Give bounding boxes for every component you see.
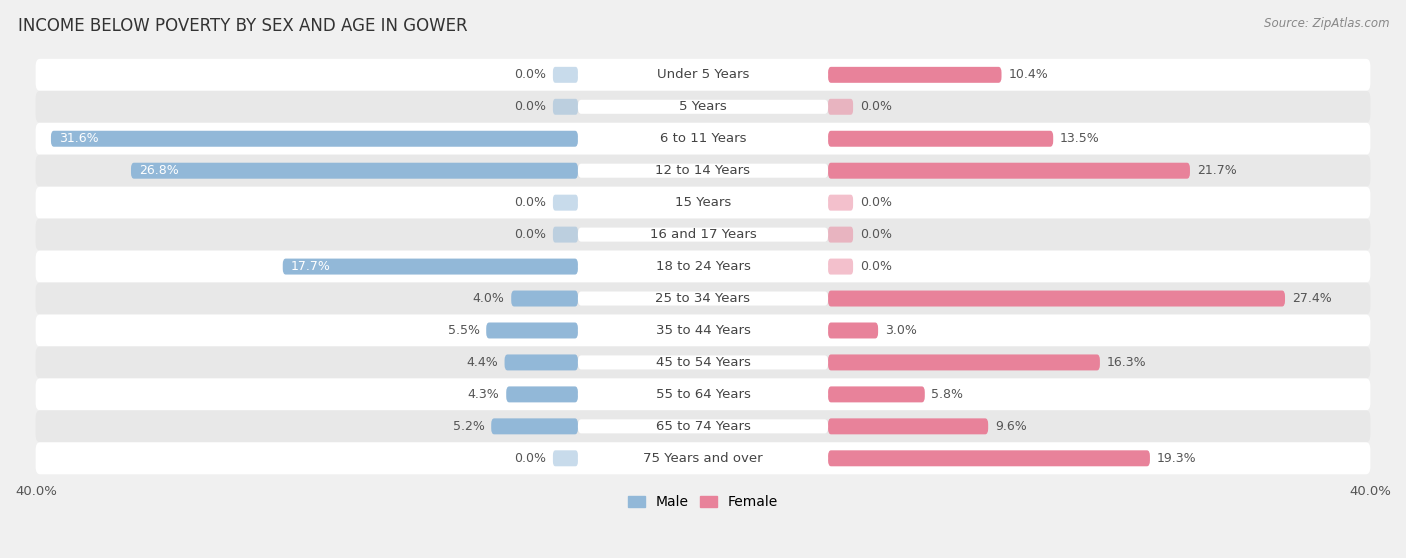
Text: 35 to 44 Years: 35 to 44 Years — [655, 324, 751, 337]
FancyBboxPatch shape — [505, 354, 578, 371]
FancyBboxPatch shape — [553, 450, 578, 466]
Text: 4.0%: 4.0% — [472, 292, 505, 305]
FancyBboxPatch shape — [828, 163, 1189, 179]
FancyBboxPatch shape — [35, 123, 1371, 155]
Text: 5.2%: 5.2% — [453, 420, 485, 433]
FancyBboxPatch shape — [828, 67, 1001, 83]
FancyBboxPatch shape — [828, 99, 853, 115]
Text: 4.3%: 4.3% — [468, 388, 499, 401]
FancyBboxPatch shape — [35, 219, 1371, 251]
FancyBboxPatch shape — [512, 291, 578, 306]
FancyBboxPatch shape — [578, 355, 828, 369]
Legend: Male, Female: Male, Female — [623, 489, 783, 514]
Text: 0.0%: 0.0% — [859, 100, 891, 113]
Text: 5.5%: 5.5% — [447, 324, 479, 337]
FancyBboxPatch shape — [131, 163, 578, 179]
Text: 5.8%: 5.8% — [931, 388, 963, 401]
FancyBboxPatch shape — [578, 163, 828, 178]
FancyBboxPatch shape — [828, 291, 1285, 306]
Text: 16.3%: 16.3% — [1107, 356, 1146, 369]
Text: 65 to 74 Years: 65 to 74 Years — [655, 420, 751, 433]
FancyBboxPatch shape — [578, 291, 828, 306]
Text: 0.0%: 0.0% — [515, 68, 547, 81]
FancyBboxPatch shape — [578, 132, 828, 146]
Text: 75 Years and over: 75 Years and over — [643, 452, 763, 465]
Text: 25 to 34 Years: 25 to 34 Years — [655, 292, 751, 305]
Text: 55 to 64 Years: 55 to 64 Years — [655, 388, 751, 401]
Text: 12 to 14 Years: 12 to 14 Years — [655, 164, 751, 177]
FancyBboxPatch shape — [578, 324, 828, 338]
FancyBboxPatch shape — [553, 227, 578, 243]
Text: 19.3%: 19.3% — [1157, 452, 1197, 465]
Text: 18 to 24 Years: 18 to 24 Years — [655, 260, 751, 273]
Text: 0.0%: 0.0% — [859, 196, 891, 209]
Text: 0.0%: 0.0% — [515, 228, 547, 241]
FancyBboxPatch shape — [283, 258, 578, 275]
FancyBboxPatch shape — [35, 347, 1371, 378]
FancyBboxPatch shape — [578, 387, 828, 401]
Text: 0.0%: 0.0% — [859, 228, 891, 241]
FancyBboxPatch shape — [491, 418, 578, 434]
FancyBboxPatch shape — [828, 386, 925, 402]
FancyBboxPatch shape — [506, 386, 578, 402]
Text: 10.4%: 10.4% — [1008, 68, 1047, 81]
FancyBboxPatch shape — [35, 315, 1371, 347]
Text: INCOME BELOW POVERTY BY SEX AND AGE IN GOWER: INCOME BELOW POVERTY BY SEX AND AGE IN G… — [18, 17, 468, 35]
FancyBboxPatch shape — [828, 354, 1099, 371]
Text: 21.7%: 21.7% — [1197, 164, 1236, 177]
Text: 0.0%: 0.0% — [515, 196, 547, 209]
Text: 9.6%: 9.6% — [995, 420, 1026, 433]
FancyBboxPatch shape — [828, 450, 1150, 466]
FancyBboxPatch shape — [578, 451, 828, 465]
FancyBboxPatch shape — [828, 195, 853, 211]
FancyBboxPatch shape — [35, 91, 1371, 123]
Text: 0.0%: 0.0% — [515, 100, 547, 113]
FancyBboxPatch shape — [828, 227, 853, 243]
Text: 31.6%: 31.6% — [59, 132, 98, 145]
Text: 45 to 54 Years: 45 to 54 Years — [655, 356, 751, 369]
FancyBboxPatch shape — [828, 418, 988, 434]
FancyBboxPatch shape — [578, 100, 828, 114]
Text: 0.0%: 0.0% — [515, 452, 547, 465]
FancyBboxPatch shape — [35, 378, 1371, 410]
FancyBboxPatch shape — [51, 131, 578, 147]
Text: 16 and 17 Years: 16 and 17 Years — [650, 228, 756, 241]
FancyBboxPatch shape — [553, 67, 578, 83]
Text: Under 5 Years: Under 5 Years — [657, 68, 749, 81]
FancyBboxPatch shape — [35, 155, 1371, 187]
FancyBboxPatch shape — [553, 99, 578, 115]
Text: 15 Years: 15 Years — [675, 196, 731, 209]
Text: 6 to 11 Years: 6 to 11 Years — [659, 132, 747, 145]
Text: 13.5%: 13.5% — [1060, 132, 1099, 145]
FancyBboxPatch shape — [553, 195, 578, 211]
Text: 0.0%: 0.0% — [859, 260, 891, 273]
FancyBboxPatch shape — [828, 131, 1053, 147]
FancyBboxPatch shape — [35, 282, 1371, 315]
Text: 5 Years: 5 Years — [679, 100, 727, 113]
FancyBboxPatch shape — [578, 68, 828, 82]
FancyBboxPatch shape — [578, 228, 828, 242]
Text: Source: ZipAtlas.com: Source: ZipAtlas.com — [1264, 17, 1389, 30]
FancyBboxPatch shape — [578, 419, 828, 434]
Text: 3.0%: 3.0% — [884, 324, 917, 337]
Text: 27.4%: 27.4% — [1292, 292, 1331, 305]
FancyBboxPatch shape — [828, 323, 879, 339]
FancyBboxPatch shape — [35, 442, 1371, 474]
Text: 26.8%: 26.8% — [139, 164, 179, 177]
FancyBboxPatch shape — [578, 259, 828, 273]
FancyBboxPatch shape — [35, 187, 1371, 219]
FancyBboxPatch shape — [35, 251, 1371, 282]
FancyBboxPatch shape — [35, 410, 1371, 442]
Text: 17.7%: 17.7% — [291, 260, 330, 273]
FancyBboxPatch shape — [35, 59, 1371, 91]
FancyBboxPatch shape — [828, 258, 853, 275]
Text: 4.4%: 4.4% — [467, 356, 498, 369]
FancyBboxPatch shape — [486, 323, 578, 339]
FancyBboxPatch shape — [578, 196, 828, 210]
